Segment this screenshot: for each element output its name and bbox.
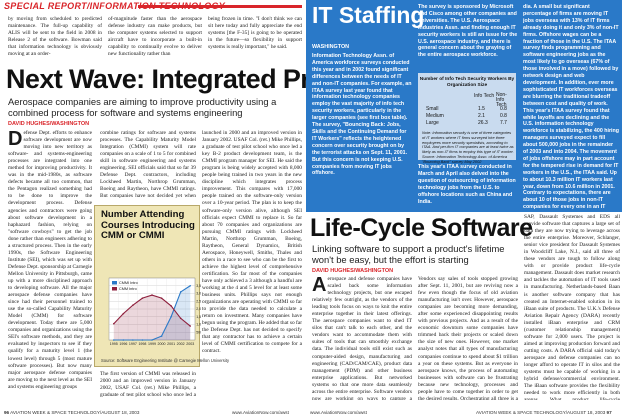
table-cell-size: Large [426, 120, 439, 126]
footer-page-number: 97 [606, 410, 612, 415]
y-tick-label: 1,000 [196, 323, 201, 327]
lifecycle-column-1-text: erospace and defense companies have scal… [312, 276, 412, 400]
chart-title: Number Attending Courses Introducing CMM… [101, 209, 195, 242]
data-point [170, 315, 172, 318]
article-title: Life-Cycle Software [310, 214, 533, 242]
continuation-col-1: by moving from scheduled to predicted ma… [8, 16, 102, 57]
data-point [151, 339, 153, 341]
legend-label: CMMI Intro [119, 281, 138, 285]
staffing-column-2: The survey is sponsored by Microsoft and… [418, 4, 518, 59]
article-column-2-continued: The first version of CMMI was released i… [100, 371, 196, 398]
table-header-non-info-tech: Non-Info Tech [496, 92, 507, 108]
data-point [112, 339, 115, 341]
staffing-title: IT Staffing [312, 2, 425, 28]
data-point [160, 297, 163, 299]
data-point [112, 322, 115, 325]
data-point [122, 339, 125, 341]
article-column-1-text: efense Dept. efforts to enhance software… [8, 130, 92, 390]
data-point [160, 335, 163, 337]
table-cell-it: 1.5 [478, 106, 485, 112]
staffing-column-1: Information Technology Assn. of America … [312, 53, 412, 177]
staffing-column-2-continued: This year's ITAA survey conducted in Mar… [418, 164, 516, 205]
data-point [189, 325, 192, 327]
right-page: IT Staffing WASHINGTON Information Techn… [306, 0, 622, 420]
lifecycle-column-3: SAP, Dassault Systemes and EDS all provi… [524, 214, 620, 400]
y-tick-label: 500 [196, 330, 201, 334]
table-cell-non-it: 7.7 [500, 120, 507, 126]
x-tick-label: 1998 [138, 342, 146, 346]
footer-right: AVIATION WEEK & SPACE TECHNOLOGY/AUGUST … [476, 410, 612, 415]
x-tick-label: 1997 [129, 342, 137, 346]
article-column-3: launched in 2000 and an improved version… [202, 130, 302, 355]
section-header-label: SPECIAL REPORT/INFORMATION TECHNOLOGY [4, 1, 226, 11]
legend-label: CMM Intro [119, 287, 137, 291]
legend-swatch [112, 281, 117, 285]
table-cell-size: Medium [426, 113, 444, 119]
article-byline: DAVID HUGHES/WASHINGTON [8, 121, 90, 127]
footer-publication: AVIATION WEEK & SPACE TECHNOLOGY/AUGUST … [476, 410, 606, 415]
lifecycle-column-2: Vendors say sales of tools stopped growi… [418, 276, 518, 400]
footer-url[interactable]: www.AviationNow.com/awst [310, 410, 367, 415]
data-point [170, 305, 172, 307]
drop-cap: A [312, 276, 327, 296]
table-note: Note: Information security is one of thr… [422, 130, 514, 164]
y-tick-label: 1,500 [196, 315, 201, 319]
y-tick-label: 2,500 [196, 299, 201, 303]
table-header-info-tech: Info Tech [474, 93, 495, 99]
series-area-0 [113, 285, 191, 340]
x-tick-label: 2002 [177, 342, 185, 346]
y-tick-label: 2,000 [196, 307, 201, 311]
drop-cap: D [8, 130, 23, 150]
article-byline: DAVID HUGHES/WASHINGTON [312, 268, 394, 274]
table-cell-non-it: 0.8 [500, 113, 507, 119]
footer-left: 96 AVIATION WEEK & SPACE TECHNOLOGY/AUGU… [4, 410, 139, 415]
y-tick-label: 3,500 [196, 284, 201, 288]
data-point [179, 291, 182, 293]
section-header: SPECIAL REPORT/INFORMATION TECHNOLOGY [0, 0, 306, 14]
line-chart: 5001,0001,5002,0002,5003,0003,5001995199… [108, 277, 201, 346]
footer-page-number: 96 [4, 410, 10, 415]
staffing-column-3: dia. A small but significant percentage … [523, 4, 619, 210]
data-point [132, 339, 134, 341]
left-page: SPECIAL REPORT/INFORMATION TECHNOLOGY by… [0, 0, 413, 420]
data-point [151, 294, 153, 296]
x-tick-label: 2003 [186, 342, 194, 346]
data-point [179, 317, 182, 320]
x-tick-label: 1999 [148, 342, 156, 346]
data-point [141, 297, 144, 299]
table-title: Number of Info Tech Security Workers By … [419, 77, 515, 88]
section-header-bar [138, 5, 302, 8]
article-column-2: combine ratings for software and systems… [100, 130, 196, 198]
previous-article-continuation: by moving from scheduled to predicted ma… [8, 16, 302, 64]
x-tick-label: 2001 [167, 342, 175, 346]
table-cell-it: 2.1 [478, 113, 485, 119]
data-point [132, 304, 134, 306]
it-staffing-panel: IT Staffing WASHINGTON Information Techn… [306, 0, 622, 212]
x-tick-label: 2000 [158, 342, 166, 346]
table-cell-size: Small [426, 106, 439, 112]
continuation-col-2: of-magnitude faster than the aerospace d… [108, 16, 202, 57]
y-tick-label: 3,000 [196, 292, 201, 296]
security-workers-table: Number of Info Tech Security Workers By … [418, 72, 516, 164]
chart-panel: 5001,0001,5002,0002,5003,0003,5001995199… [94, 205, 229, 367]
legend-swatch [112, 287, 117, 291]
footer-publication: AVIATION WEEK & SPACE TECHNOLOGY/AUGUST … [10, 410, 140, 415]
footer-url[interactable]: www.AviationNow.com/awst [232, 410, 289, 415]
chart-source: Source: Software Engineering Institute @… [101, 358, 230, 363]
x-tick-label: 1996 [119, 342, 127, 346]
data-point [189, 284, 192, 287]
continuation-col-3: being frozen in time. "I don't think we … [208, 16, 302, 50]
article-deck: Linking software to support a product's … [312, 243, 505, 265]
data-point [141, 339, 144, 341]
staffing-dateline: WASHINGTON [312, 44, 350, 50]
data-point [122, 312, 125, 315]
table-cell-non-it: 0.8 [500, 106, 507, 112]
table-cell-it: 26.3 [478, 120, 488, 126]
x-tick-label: 1995 [110, 342, 118, 346]
article-deck: Aerospace companies are aiming to improv… [8, 96, 277, 118]
